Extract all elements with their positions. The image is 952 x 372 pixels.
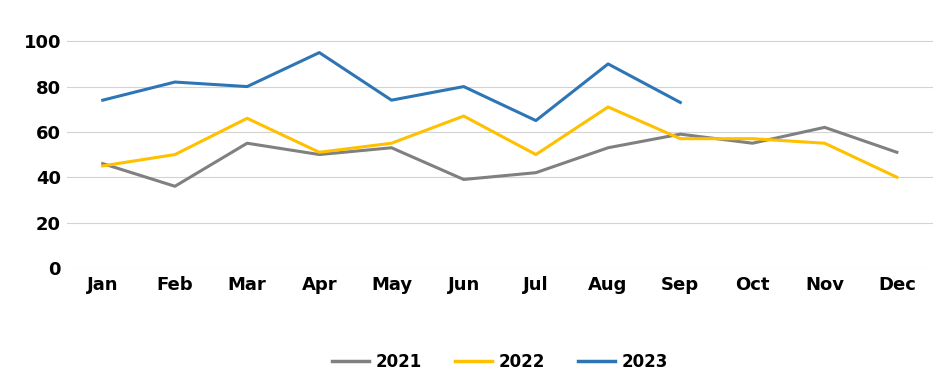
Legend: 2021, 2022, 2023: 2021, 2022, 2023 xyxy=(326,346,674,372)
